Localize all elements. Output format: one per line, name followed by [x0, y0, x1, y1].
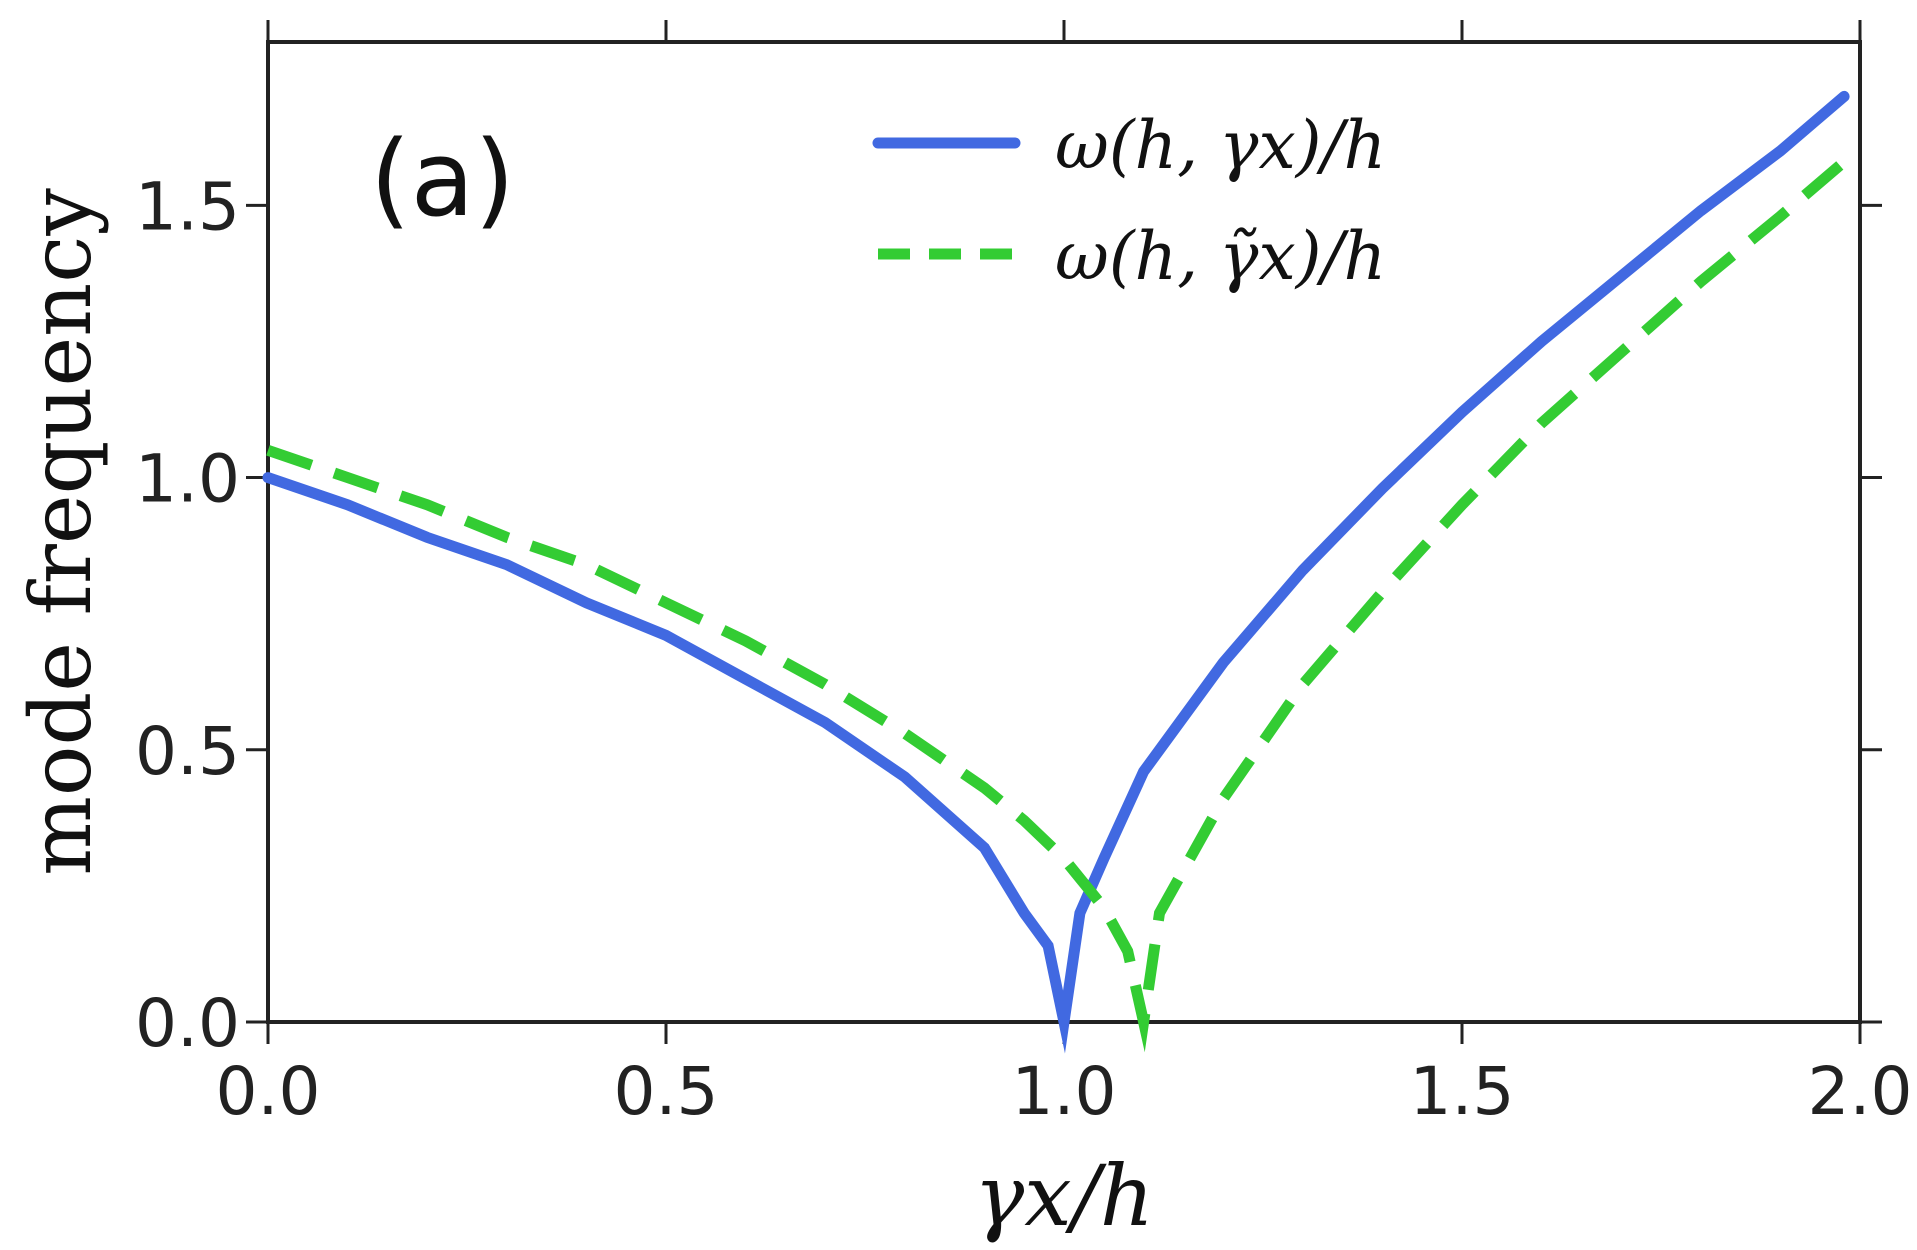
legend-label-solid: ω(h, γx)/h [1055, 107, 1386, 184]
y-axis-title: mode frequency [12, 188, 110, 876]
x-tick-label: 2.0 [1808, 1053, 1913, 1130]
y-tick-label: 1.0 [135, 441, 240, 518]
panel-label: (a) [370, 118, 515, 240]
x-axis-title: γx/h [974, 1147, 1154, 1245]
series-layer [262, 90, 1850, 1054]
y-tick-label: 0.0 [135, 985, 240, 1062]
x-tick-label: 0.5 [614, 1053, 719, 1130]
legend: ω(h, γx)/h ω(h, γ̃x)/h [872, 107, 1386, 295]
tick-labels: 0.0 0.5 1.0 1.5 2.0 0.0 0.5 1.0 1.5 [135, 168, 1912, 1130]
y-tick-label: 1.5 [135, 168, 240, 245]
series-line-solid [262, 90, 1850, 1054]
legend-label-dashed: ω(h, γ̃x)/h [1055, 218, 1386, 295]
x-tick-label: 1.0 [1012, 1053, 1117, 1130]
x-tick-label: 1.5 [1410, 1053, 1515, 1130]
tick-marks [246, 20, 1882, 1044]
x-tick-label: 0.0 [216, 1053, 321, 1130]
y-tick-label: 0.5 [135, 713, 240, 790]
series-line-dashed [266, 157, 1848, 1053]
